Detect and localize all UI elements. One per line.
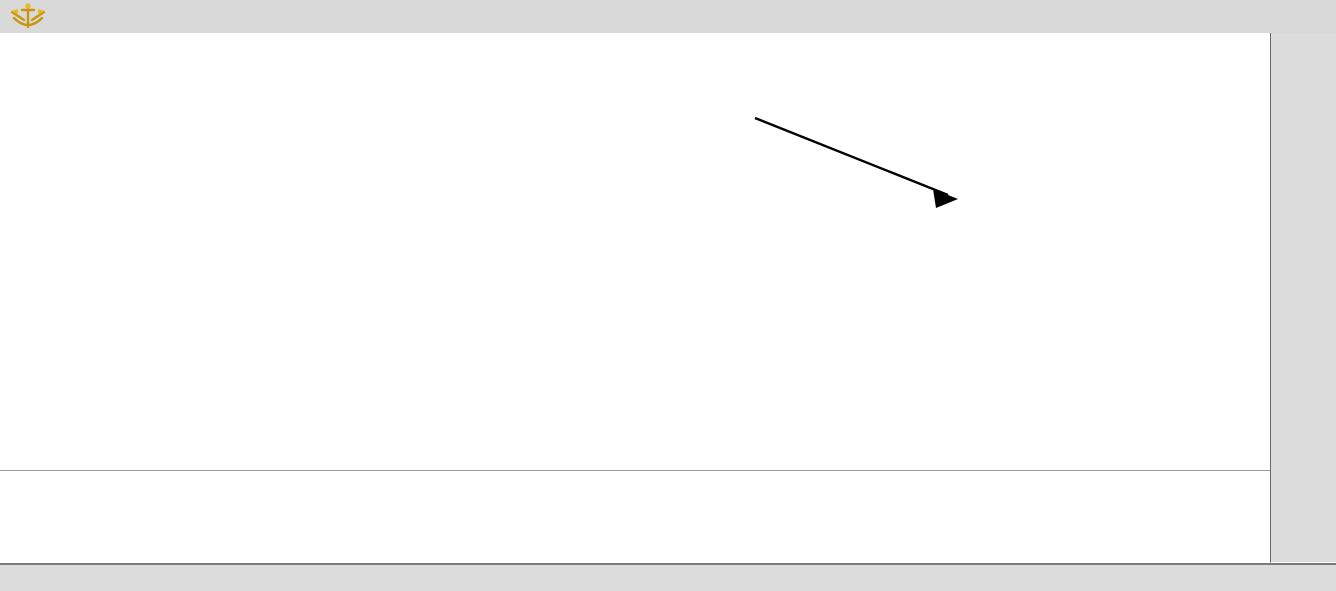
chart-header (0, 0, 1336, 34)
stochastic-axis[interactable] (1270, 470, 1336, 562)
genesis-anchor-logo-icon (6, 2, 50, 31)
time-axis[interactable] (0, 563, 1336, 591)
price-plot-area[interactable] (0, 33, 1271, 470)
price-axis[interactable] (1270, 33, 1336, 470)
stochastic-panel[interactable] (0, 470, 1271, 563)
annotation-arrow-icon (754, 116, 958, 208)
